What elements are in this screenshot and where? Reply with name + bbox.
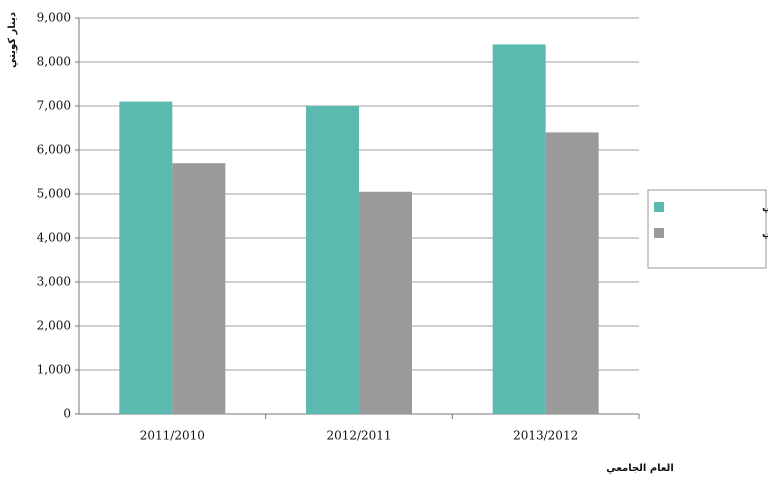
bar xyxy=(545,132,599,414)
y-tick-label: 0 xyxy=(63,407,71,421)
legend-box xyxy=(647,189,767,269)
x-tick-label: 2011/2010 xyxy=(140,429,205,443)
y-tick-label: 6,000 xyxy=(37,143,71,157)
bar xyxy=(306,106,359,414)
bar xyxy=(172,163,226,414)
bar xyxy=(119,101,173,414)
y-tick-label: 9,000 xyxy=(37,11,71,25)
legend-label: معدل الصرف الفعلي xyxy=(762,202,768,213)
y-tick-label: 8,000 xyxy=(37,55,71,69)
y-tick-label: 4,000 xyxy=(37,231,71,245)
y-tick-label: 2,000 xyxy=(37,319,71,333)
legend-label: معدل الصرف المثالي xyxy=(762,228,768,239)
y-tick-label: 7,000 xyxy=(37,99,71,113)
y-tick-label: 3,000 xyxy=(37,275,71,289)
y-tick-label: 5,000 xyxy=(37,187,71,201)
y-tick-label: 1,000 xyxy=(37,363,71,377)
legend-swatch xyxy=(654,228,664,238)
legend-swatch xyxy=(654,202,664,212)
x-tick-label: 2013/2012 xyxy=(513,429,578,443)
bar xyxy=(359,191,412,414)
x-tick-label: 2012/2011 xyxy=(326,429,391,443)
bar xyxy=(492,44,546,415)
x-axis-label: العام الجامعي xyxy=(606,463,674,474)
y-axis-label: دينار كويتي xyxy=(7,12,18,68)
